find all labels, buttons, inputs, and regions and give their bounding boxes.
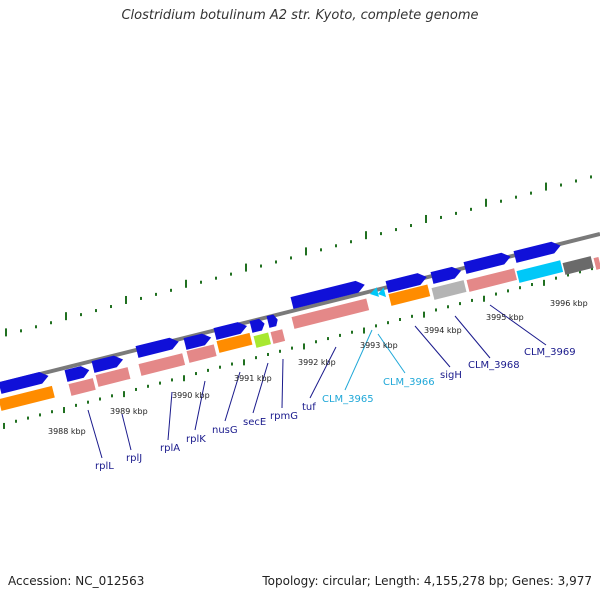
gene-label[interactable]: sigH (440, 370, 462, 381)
feature-bar[interactable] (0, 385, 55, 411)
gene-arrow[interactable] (91, 354, 125, 373)
gene-arrow[interactable] (64, 364, 91, 382)
gene-arrow[interactable] (513, 240, 563, 263)
kbp-labels: 3988 kbp 3989 kbp 3990 kbp 3991 kbp 3992 kbp… (48, 299, 588, 436)
label-leader-line (344, 329, 373, 391)
gene-label[interactable]: rplL (95, 461, 114, 472)
gene-arrow[interactable] (183, 332, 213, 350)
feature-bar[interactable] (562, 256, 594, 275)
gene-label[interactable]: secE (243, 417, 266, 428)
gene-label[interactable]: CLM_3965 (322, 394, 374, 405)
gene-arrow[interactable] (377, 287, 387, 298)
feature-bar[interactable] (270, 329, 286, 344)
inner-tick-ruler (3, 267, 593, 429)
gene-arrow[interactable] (369, 287, 379, 299)
gene-arrow[interactable] (266, 314, 280, 328)
feature-tracks[interactable] (0, 240, 600, 411)
outer-tick-ruler (5, 175, 592, 337)
label-leader-line (87, 409, 103, 459)
gene-label[interactable]: rplK (186, 434, 206, 445)
label-leader-line (414, 325, 451, 368)
feature-bar[interactable] (216, 332, 253, 353)
genome-summary: Topology: circular; Length: 4,155,278 bp… (262, 574, 592, 588)
gene-label[interactable]: CLM_3966 (383, 377, 435, 388)
label-leader-line (281, 358, 284, 409)
kbp-label: 3991 kbp (234, 374, 272, 383)
label-leader-line (377, 333, 406, 374)
feature-bar[interactable] (466, 268, 517, 292)
kbp-label: 3989 kbp (110, 407, 148, 416)
gene-arrow[interactable] (385, 271, 429, 293)
gene-label[interactable]: rpmG (270, 411, 298, 422)
kbp-label: 3994 kbp (424, 326, 462, 335)
gene-arrow[interactable] (463, 251, 513, 274)
gene-label[interactable]: CLM_3969 (524, 347, 576, 358)
feature-bar[interactable] (431, 280, 467, 300)
gene-label[interactable]: CLM_3968 (468, 360, 520, 371)
label-leaders (87, 304, 547, 459)
accession-label: Accession: NC_012563 (8, 574, 145, 588)
label-leader-line (167, 391, 173, 441)
kbp-label: 3988 kbp (48, 427, 86, 436)
feature-bar[interactable] (138, 353, 186, 376)
gene-arrow[interactable] (249, 318, 266, 333)
gene-arrow[interactable] (213, 320, 249, 340)
label-leader-line (224, 371, 241, 422)
gene-arrow[interactable] (290, 279, 367, 309)
feature-bar[interactable] (593, 256, 600, 270)
feature-bar[interactable] (68, 378, 96, 396)
gene-label[interactable]: rplA (160, 443, 180, 454)
kbp-label: 3995 kbp (486, 313, 524, 322)
label-leader-line (489, 304, 547, 346)
gene-arrow[interactable] (0, 370, 50, 394)
gene-label[interactable]: rplJ (126, 453, 142, 464)
label-leader-line (309, 346, 337, 399)
label-leader-line (194, 380, 206, 431)
gene-label[interactable]: tuf (302, 402, 316, 413)
feature-bar[interactable] (516, 260, 564, 283)
gene-arrow[interactable] (430, 265, 463, 284)
label-leader-line (121, 413, 132, 451)
feature-bar[interactable] (388, 284, 431, 306)
genome-title: Clostridium botulinum A2 str. Kyoto, com… (121, 8, 479, 23)
kbp-label: 3992 kbp (298, 358, 336, 367)
feature-bar[interactable] (186, 344, 217, 363)
gene-labels[interactable]: rplL rplJ rplA rplK nusG secE rpmG tuf CLM_3965 C… (95, 347, 576, 472)
label-leader-line (252, 362, 269, 414)
kbp-label: 3990 kbp (172, 391, 210, 400)
label-leader-line (454, 315, 491, 359)
gene-label[interactable]: nusG (212, 425, 238, 436)
kbp-label: 3996 kbp (550, 299, 588, 308)
feature-bar[interactable] (291, 298, 370, 329)
gene-arrow[interactable] (135, 336, 181, 358)
kbp-label: 3993 kbp (360, 341, 398, 350)
feature-bar[interactable] (95, 367, 131, 387)
feature-bar[interactable] (253, 332, 272, 348)
